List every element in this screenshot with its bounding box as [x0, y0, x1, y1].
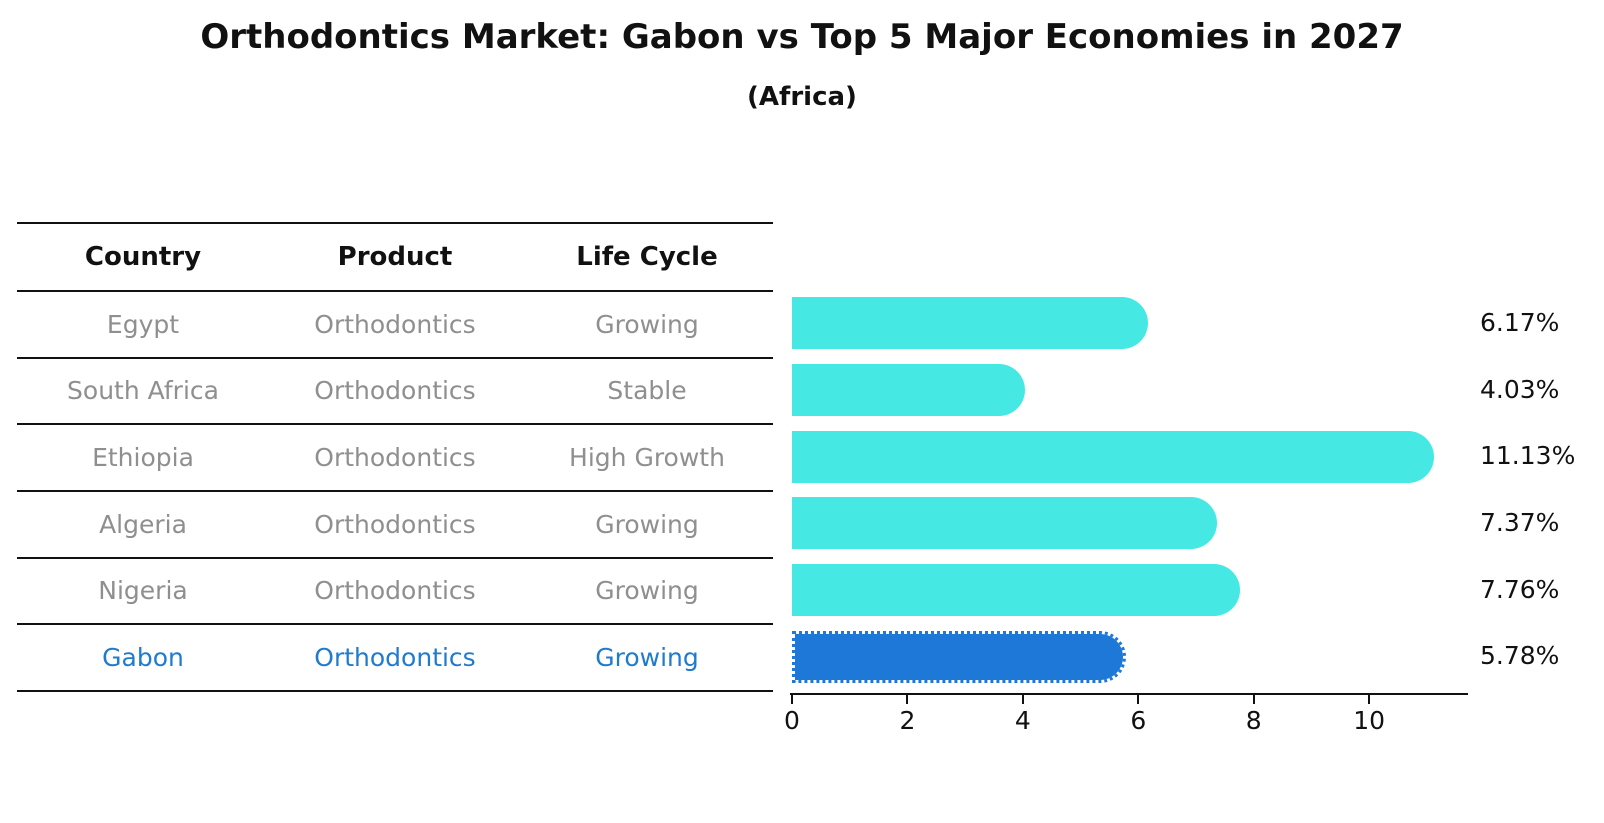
table-row: Algeria Orthodontics Growing — [17, 492, 773, 559]
chart-subtitle: (Africa) — [747, 82, 857, 112]
x-axis-tick-label: 4 — [1014, 706, 1031, 735]
table-cell-product: Orthodontics — [314, 509, 476, 539]
bar-value-label: 6.17% — [1480, 308, 1560, 337]
x-axis-tick — [1252, 695, 1255, 704]
x-axis-tick-label: 2 — [899, 706, 916, 735]
table-row: South Africa Orthodontics Stable — [17, 359, 773, 426]
x-axis-tick — [906, 695, 909, 704]
table-cell-life-cycle: Growing — [595, 309, 699, 339]
table-header-life-cycle: Life Cycle — [576, 242, 718, 272]
table-row-highlighted: Gabon Orthodontics Growing — [17, 625, 773, 692]
table-body: Egypt Orthodontics Growing South Africa Orth… — [17, 292, 773, 692]
x-axis-tick-label: 0 — [784, 706, 800, 735]
country-table: Country Product Life Cycle Egypt Orthodon… — [17, 222, 773, 692]
bar-value-label: 7.76% — [1480, 574, 1560, 604]
table-cell-product: Orthodontics — [314, 643, 476, 673]
x-axis-tick — [1021, 695, 1024, 704]
bars-area — [792, 290, 1482, 690]
table-row: Egypt Orthodontics Growing — [17, 292, 773, 359]
table-header-country: Country — [84, 242, 202, 272]
table-cell-life-cycle: Growing — [595, 509, 699, 539]
table-cell-life-cycle: High Growth — [569, 443, 725, 473]
table-cell-product: Orthodontics — [314, 309, 476, 339]
table-row: Nigeria Orthodontics Growing — [17, 559, 773, 626]
bar — [792, 564, 1240, 616]
bar-value-label: 7.37% — [1480, 508, 1560, 537]
table-cell-life-cycle: Stable — [607, 376, 687, 406]
bar-value-label: 11.13% — [1480, 441, 1576, 471]
x-axis-tick — [1368, 695, 1371, 704]
bar — [792, 497, 1218, 550]
bar-value-label: 5.78% — [1480, 641, 1560, 671]
x-axis-line — [790, 693, 1468, 695]
x-axis-tick-label: 6 — [1130, 706, 1147, 735]
table-cell-country: Algeria — [99, 509, 187, 539]
bar — [792, 364, 1025, 416]
table-cell-country: Gabon — [102, 643, 184, 673]
bar — [792, 297, 1149, 350]
table-cell-country: Nigeria — [98, 576, 188, 606]
table-cell-country: South Africa — [67, 376, 219, 406]
table-cell-product: Orthodontics — [314, 576, 476, 606]
bar — [792, 430, 1435, 483]
x-axis-tick-label: 10 — [1353, 706, 1386, 735]
table-cell-product: Orthodontics — [314, 443, 476, 473]
table-header-row: Country Product Life Cycle — [17, 224, 773, 292]
x-axis-tick — [1137, 695, 1140, 704]
x-axis-tick-label: 8 — [1245, 706, 1262, 735]
table-cell-product: Orthodontics — [314, 376, 476, 406]
bar-highlighted — [792, 630, 1126, 683]
bar-value-label: 4.03% — [1480, 374, 1560, 404]
table-cell-life-cycle: Growing — [595, 576, 699, 606]
table-header-product: Product — [337, 242, 453, 272]
x-axis-tick — [791, 695, 793, 704]
table-row: Ethiopia Orthodontics High Growth — [17, 425, 773, 492]
table-cell-country: Ethiopia — [92, 443, 194, 473]
table-cell-life-cycle: Growing — [595, 643, 699, 673]
table-cell-country: Egypt — [106, 309, 180, 339]
chart-title: Orthodontics Market: Gabon vs Top 5 Majo… — [200, 17, 1404, 57]
